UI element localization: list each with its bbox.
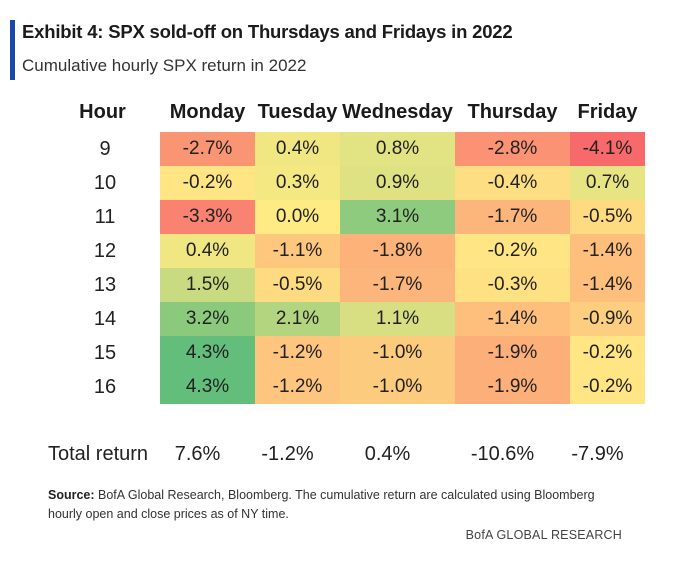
- column-header-thursday: Thursday: [467, 101, 558, 123]
- heatmap-cell-9-tuesday: 0.4%: [255, 132, 340, 166]
- heatmap-cell-10-thursday: -0.4%: [455, 166, 570, 200]
- heatmap-cell-16-thursday: -1.9%: [455, 370, 570, 404]
- heatmap-cell-10-monday: -0.2%: [160, 166, 255, 200]
- heatmap-cell-10-wednesday: 0.9%: [340, 166, 455, 200]
- row-label-12: 12: [93, 240, 117, 262]
- total-friday: -7.9%: [571, 443, 624, 465]
- row-label-9: 9: [99, 138, 111, 160]
- heatmap-cell-12-wednesday: -1.8%: [340, 234, 455, 268]
- heatmap-cell-9-monday: -2.7%: [160, 132, 255, 166]
- heatmap-cell-15-tuesday: -1.2%: [255, 336, 340, 370]
- total-tuesday: -1.2%: [261, 443, 314, 465]
- column-header-wednesday: Wednesday: [342, 101, 453, 123]
- heatmap-cell-9-friday: -4.1%: [570, 132, 645, 166]
- heatmap-cell-11-friday: -0.5%: [570, 200, 645, 234]
- heatmap-cell-14-monday: 3.2%: [160, 302, 255, 336]
- heatmap-cell-14-thursday: -1.4%: [455, 302, 570, 336]
- source-text: BofA Global Research, Bloomberg. The cum…: [48, 488, 595, 521]
- heatmap-cell-15-wednesday: -1.0%: [340, 336, 455, 370]
- total-monday: 7.6%: [174, 443, 221, 465]
- heatmap-cell-13-monday: 1.5%: [160, 268, 255, 302]
- heatmap-cell-16-wednesday: -1.0%: [340, 370, 455, 404]
- heatmap-cell-14-tuesday: 2.1%: [255, 302, 340, 336]
- heatmap-cell-11-monday: -3.3%: [160, 200, 255, 234]
- heatmap-cell-12-friday: -1.4%: [570, 234, 645, 268]
- source-label: Source:: [48, 488, 95, 502]
- heatmap-cell-9-wednesday: 0.8%: [340, 132, 455, 166]
- heatmap-cell-16-monday: 4.3%: [160, 370, 255, 404]
- total-thursday: -10.6%: [470, 443, 535, 465]
- heatmap-cell-14-friday: -0.9%: [570, 302, 645, 336]
- row-label-15: 15: [93, 342, 117, 364]
- heatmap-cell-10-tuesday: 0.3%: [255, 166, 340, 200]
- heatmap-cell-16-friday: -0.2%: [570, 370, 645, 404]
- heatmap-cell-12-thursday: -0.2%: [455, 234, 570, 268]
- heatmap-cell-13-thursday: -0.3%: [455, 268, 570, 302]
- column-header-tuesday: Tuesday: [257, 101, 338, 123]
- heatmap-cell-15-thursday: -1.9%: [455, 336, 570, 370]
- heatmap-cell-13-friday: -1.4%: [570, 268, 645, 302]
- heatmap-cell-16-tuesday: -1.2%: [255, 370, 340, 404]
- totals-label: Total return: [48, 443, 149, 465]
- heatmap-cell-12-monday: 0.4%: [160, 234, 255, 268]
- row-label-10: 10: [93, 172, 117, 194]
- heatmap-cell-11-wednesday: 3.1%: [340, 200, 455, 234]
- row-label-11: 11: [94, 206, 116, 228]
- title-accent-bar: [10, 20, 15, 80]
- brand-label: BofA GLOBAL RESEARCH: [465, 528, 622, 542]
- heatmap-cell-13-wednesday: -1.7%: [340, 268, 455, 302]
- heatmap-cell-14-wednesday: 1.1%: [340, 302, 455, 336]
- row-label-13: 13: [93, 274, 117, 296]
- heatmap-cell-11-thursday: -1.7%: [455, 200, 570, 234]
- heatmap-cell-11-tuesday: 0.0%: [255, 200, 340, 234]
- row-label-16: 16: [93, 376, 117, 398]
- source-note: Source: BofA Global Research, Bloomberg.…: [48, 486, 608, 524]
- total-wednesday: 0.4%: [364, 443, 411, 465]
- corner-label: Hour: [79, 101, 126, 123]
- column-header-monday: Monday: [169, 101, 246, 123]
- heatmap-cell-13-tuesday: -0.5%: [255, 268, 340, 302]
- heatmap-cell-15-friday: -0.2%: [570, 336, 645, 370]
- heatmap-cell-9-thursday: -2.8%: [455, 132, 570, 166]
- column-header-friday: Friday: [577, 101, 638, 123]
- heatmap-cell-15-monday: 4.3%: [160, 336, 255, 370]
- heatmap-cell-10-friday: 0.7%: [570, 166, 645, 200]
- chart-subtitle: Cumulative hourly SPX return in 2022: [22, 56, 307, 75]
- row-label-14: 14: [93, 308, 117, 330]
- chart-title: Exhibit 4: SPX sold-off on Thursdays and…: [22, 21, 513, 42]
- heatmap-cell-12-tuesday: -1.1%: [255, 234, 340, 268]
